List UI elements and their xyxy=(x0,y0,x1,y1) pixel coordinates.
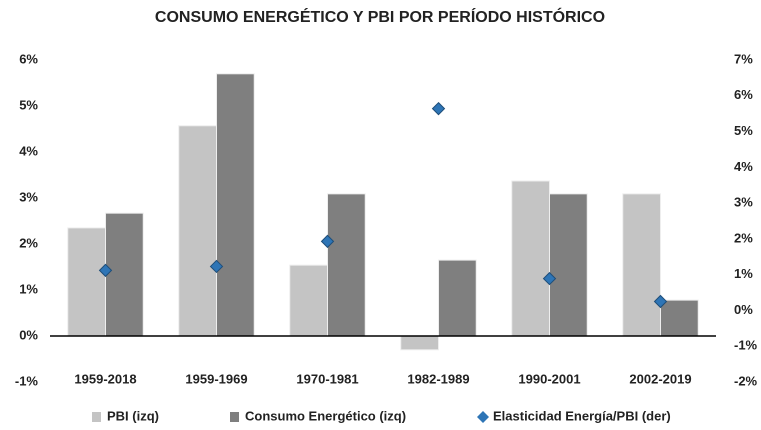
y-tick-label: 2% xyxy=(19,235,38,250)
diamond-marker xyxy=(209,259,224,274)
legend-swatch xyxy=(92,412,101,422)
bar xyxy=(178,125,217,337)
chart-title: CONSUMO ENERGÉTICO Y PBI POR PERÍODO HIS… xyxy=(155,7,605,26)
legend-label: Elasticidad Energía/PBI (der) xyxy=(493,408,671,423)
bar xyxy=(549,193,588,337)
legend-label: Consumo Energético (izq) xyxy=(245,408,406,423)
legend-swatch xyxy=(230,412,239,422)
x-tick-label: 1959-1969 xyxy=(185,371,247,386)
y2-tick-label: 4% xyxy=(734,159,753,174)
diamond-marker xyxy=(653,294,668,309)
bar xyxy=(67,227,107,337)
diamond-marker xyxy=(98,263,113,278)
y-tick-label: 6% xyxy=(19,51,38,66)
y2-tick-label: 7% xyxy=(734,51,753,66)
bar xyxy=(216,73,255,337)
y2-tick-label: 3% xyxy=(734,195,753,210)
x-tick-label: 1970-1981 xyxy=(296,371,358,386)
y-tick-label: 4% xyxy=(19,143,38,158)
y2-tick-label: 6% xyxy=(734,87,753,102)
y2-tick-label: -1% xyxy=(734,338,758,353)
y-tick-label: -1% xyxy=(15,373,39,388)
diamond-marker xyxy=(320,234,335,249)
bar xyxy=(622,193,662,337)
y2-tick-label: 5% xyxy=(734,123,753,138)
bar xyxy=(400,335,440,351)
x-tick-label: 1990-2001 xyxy=(518,371,580,386)
bar xyxy=(511,180,551,337)
y2-tick-label: 0% xyxy=(734,302,753,317)
y-tick-label: 3% xyxy=(19,189,38,204)
x-tick-label: 1982-1989 xyxy=(407,371,469,386)
x-tick-label: 1959-2018 xyxy=(74,371,136,386)
bar xyxy=(105,212,144,337)
y-tick-label: 0% xyxy=(19,327,38,342)
bar xyxy=(438,259,477,337)
y-tick-label: 1% xyxy=(19,281,38,296)
x-tick-label: 2002-2019 xyxy=(629,371,691,386)
legend-label: PBI (izq) xyxy=(107,408,159,423)
y2-tick-label: 2% xyxy=(734,230,753,245)
bar xyxy=(289,264,329,337)
legend-swatch xyxy=(477,411,489,423)
bar xyxy=(327,193,366,337)
y-tick-label: 5% xyxy=(19,97,38,112)
y2-tick-label: 1% xyxy=(734,266,753,281)
bar xyxy=(660,299,699,337)
y2-tick-label: -2% xyxy=(734,373,758,388)
diamond-marker xyxy=(431,101,446,116)
diamond-marker xyxy=(542,271,557,286)
